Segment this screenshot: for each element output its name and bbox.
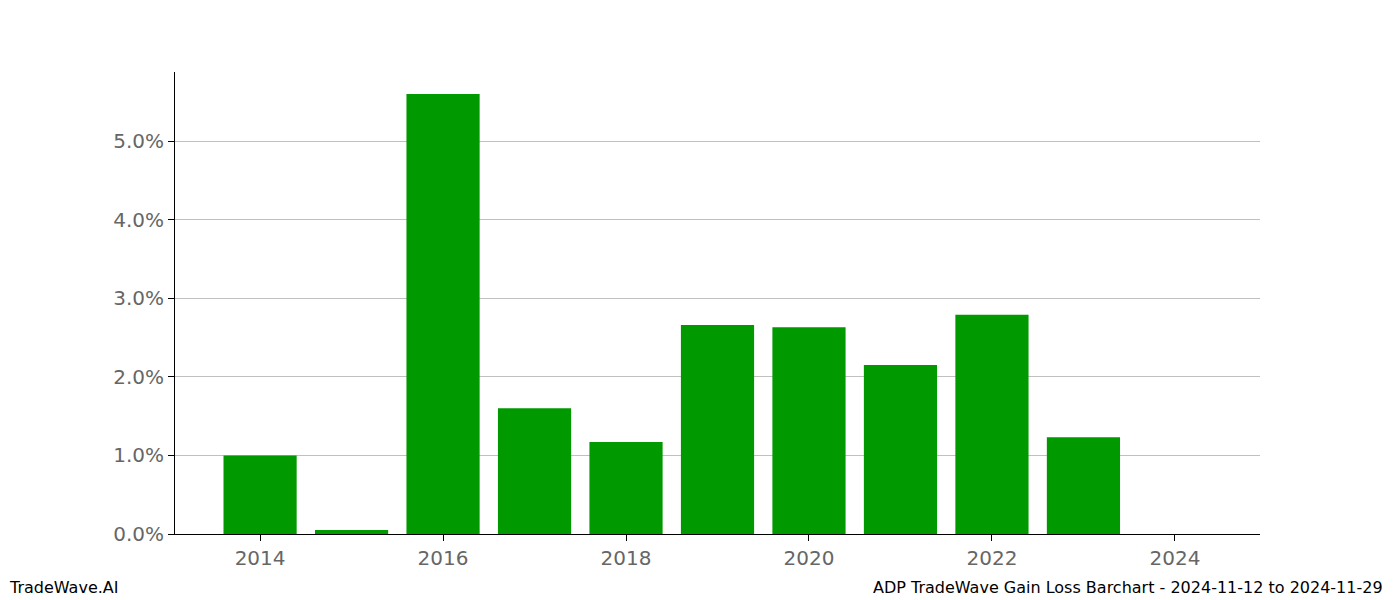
svg-text:2022: 2022 [966,546,1017,570]
svg-text:2014: 2014 [235,546,286,570]
svg-text:2016: 2016 [418,546,469,570]
svg-text:ADP TradeWave Gain Loss Barcha: ADP TradeWave Gain Loss Barchart - 2024-… [873,578,1383,597]
svg-text:2.0%: 2.0% [113,365,164,389]
svg-text:3.0%: 3.0% [113,286,164,310]
svg-text:1.0%: 1.0% [113,443,164,467]
svg-text:2018: 2018 [601,546,652,570]
svg-text:4.0%: 4.0% [113,208,164,232]
svg-text:TradeWave.AI: TradeWave.AI [9,578,118,597]
svg-text:2024: 2024 [1149,546,1200,570]
svg-text:5.0%: 5.0% [113,129,164,153]
svg-text:2020: 2020 [784,546,835,570]
svg-text:0.0%: 0.0% [113,522,164,546]
